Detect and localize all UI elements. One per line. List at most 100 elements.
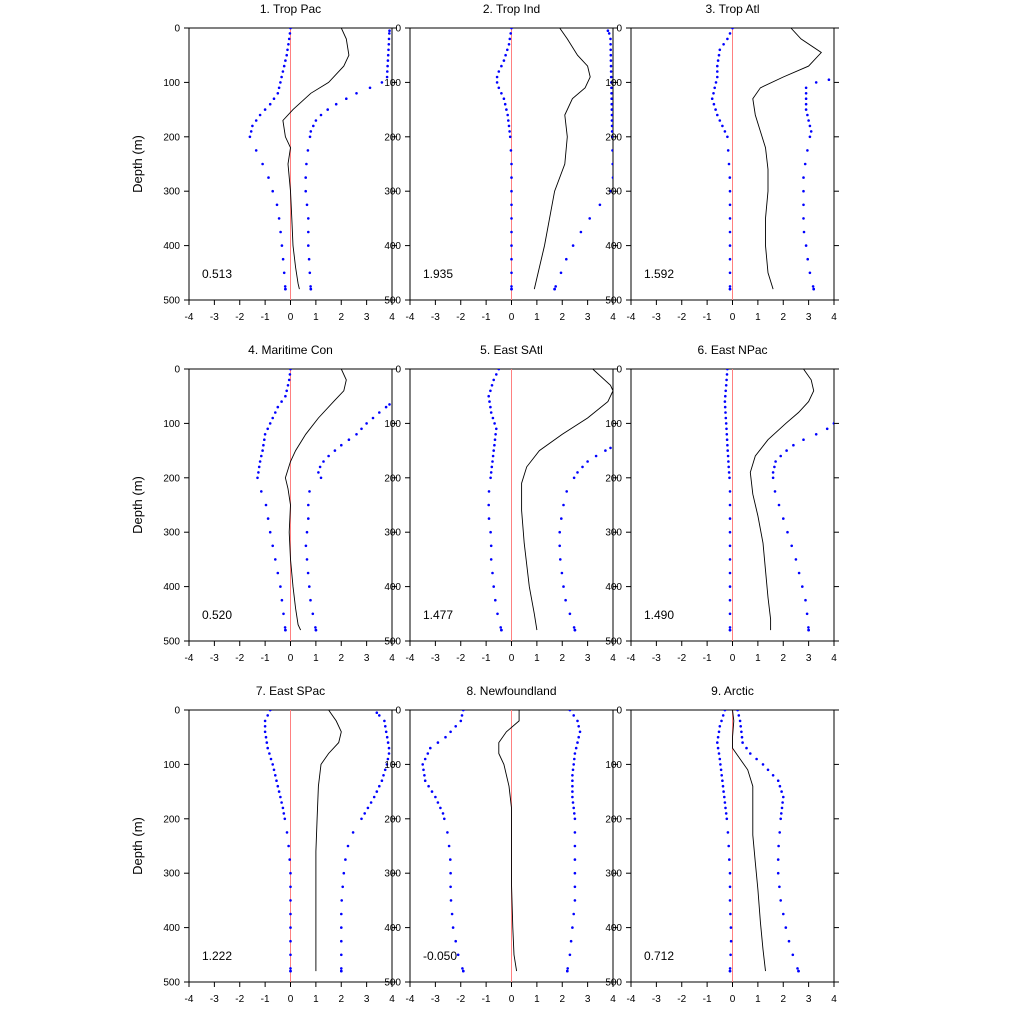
lower-bound-dot xyxy=(265,741,269,744)
lower-bound-dot xyxy=(719,768,723,772)
x-tick-label: -3 xyxy=(652,312,661,323)
x-tick-label: 1 xyxy=(755,312,761,323)
upper-bound-dot xyxy=(741,741,744,744)
lower-bound-dot xyxy=(275,779,278,782)
x-tick-label: 1 xyxy=(313,312,319,323)
lower-bound-dot xyxy=(263,433,267,436)
lower-bound-dot xyxy=(248,135,252,139)
lower-bound-dot xyxy=(729,912,732,916)
upper-bound-dot xyxy=(785,449,788,452)
upper-bound-dot xyxy=(309,285,312,288)
upper-bound-dot xyxy=(340,899,344,902)
lower-bound-dot xyxy=(449,871,452,875)
lower-bound-dot xyxy=(289,899,292,902)
lower-bound-dot xyxy=(716,113,719,117)
upper-bound-dot xyxy=(360,817,363,821)
x-tick-label: 0 xyxy=(288,312,294,323)
lower-bound-dot xyxy=(423,757,427,761)
upper-bound-dot xyxy=(576,471,579,474)
x-tick-label: 2 xyxy=(338,994,344,1005)
upper-bound-dot xyxy=(776,858,780,861)
lower-bound-dot xyxy=(510,217,513,220)
upper-bound-dot xyxy=(559,558,562,561)
x-tick-label: 3 xyxy=(806,653,812,664)
lower-bound-dot xyxy=(724,384,728,387)
lower-bound-dot xyxy=(728,203,732,207)
upper-bound-dot xyxy=(809,130,813,133)
upper-bound-dot xyxy=(573,899,577,902)
upper-bound-dot xyxy=(804,92,808,95)
lower-bound-dot xyxy=(728,230,732,234)
lower-bound-dot xyxy=(461,967,464,970)
lower-bound-dot xyxy=(254,149,258,152)
upper-bound-dot xyxy=(372,795,376,799)
y-tick-label: 0 xyxy=(174,706,180,717)
lower-bound-dot xyxy=(726,369,729,371)
upper-bound-dot xyxy=(368,86,372,90)
y-tick-label: 100 xyxy=(163,760,180,771)
upper-bound-dot xyxy=(791,953,795,957)
lower-bound-dot xyxy=(500,64,503,68)
lower-bound-dot xyxy=(427,784,430,788)
upper-bound-dot xyxy=(573,885,577,889)
upper-bound-dot xyxy=(806,113,809,117)
lower-bound-dot xyxy=(727,162,731,166)
lower-bound-dot xyxy=(716,75,719,79)
upper-bound-dot xyxy=(579,230,583,234)
lower-bound-dot xyxy=(277,217,281,220)
lower-bound-dot xyxy=(728,257,732,261)
upper-bound-dot xyxy=(572,476,576,480)
lower-bound-dot xyxy=(497,86,501,90)
lower-bound-dot xyxy=(728,585,732,588)
upper-bound-dot xyxy=(378,714,381,717)
upper-bound-dot xyxy=(609,189,612,193)
upper-bound-dot xyxy=(340,912,343,916)
lower-bound-dot xyxy=(421,763,425,766)
mean-profile-line xyxy=(282,28,350,290)
y-tick-label: 100 xyxy=(605,760,622,771)
upper-bound-dot xyxy=(572,626,576,629)
lower-bound-dot xyxy=(282,271,286,275)
y-tick-label: 100 xyxy=(605,419,622,430)
y-tick-label: 0 xyxy=(616,24,622,35)
x-tick-label: -1 xyxy=(703,653,712,664)
lower-bound-dot xyxy=(268,752,271,755)
panel-title: 2. Trop Ind xyxy=(483,2,540,16)
lower-bound-dot xyxy=(712,102,716,106)
y-tick-label: 400 xyxy=(384,241,401,252)
lower-bound-dot xyxy=(728,626,732,629)
upper-bound-dot xyxy=(571,768,575,772)
lower-bound-dot xyxy=(285,389,289,393)
lower-bound-dot xyxy=(487,517,491,520)
lower-bound-dot xyxy=(282,812,286,815)
y-tick-label: 300 xyxy=(384,187,401,198)
lower-bound-dot xyxy=(724,416,728,420)
upper-bound-dot xyxy=(805,612,809,616)
lower-bound-dot xyxy=(268,710,272,712)
upper-bound-dot xyxy=(811,285,815,288)
upper-bound-dot xyxy=(802,176,805,179)
y-tick-label: 100 xyxy=(605,78,622,89)
y-tick-label: 200 xyxy=(605,132,622,143)
upper-bound-dot xyxy=(386,64,389,68)
lower-bound-dot xyxy=(723,795,726,799)
lower-bound-dot xyxy=(505,108,508,111)
lower-bound-dot xyxy=(712,92,715,95)
x-tick-label: -1 xyxy=(261,653,270,664)
x-tick-label: 3 xyxy=(364,312,370,323)
upper-bound-dot xyxy=(780,790,783,793)
y-tick-label: 0 xyxy=(616,365,622,376)
upper-bound-dot xyxy=(573,831,577,834)
lower-bound-dot xyxy=(269,757,273,761)
lower-bound-dot xyxy=(283,626,287,629)
upper-bound-dot xyxy=(610,81,613,84)
upper-bound-dot xyxy=(307,503,310,507)
lower-bound-dot xyxy=(714,108,717,111)
plot-area xyxy=(723,369,834,632)
lower-bound-dot xyxy=(260,454,263,458)
upper-bound-dot xyxy=(755,757,758,761)
y-tick-label: 300 xyxy=(163,187,180,198)
y-tick-label: 400 xyxy=(605,241,622,252)
value-annotation: -0.050 xyxy=(423,949,457,963)
upper-bound-dot xyxy=(777,503,781,507)
